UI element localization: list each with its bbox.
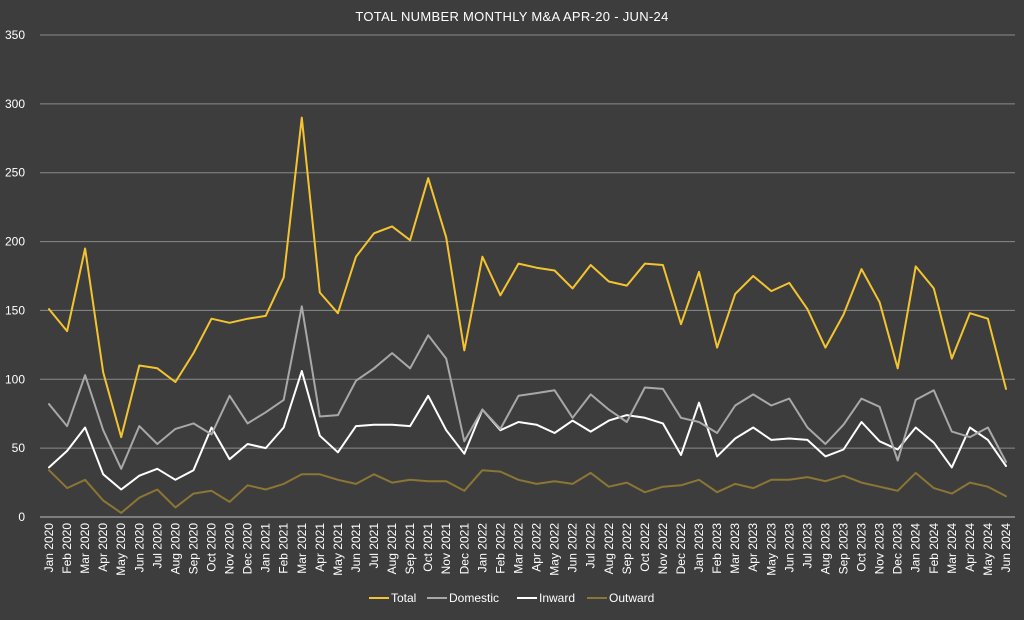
series-line-domestic: [48, 305, 1007, 470]
x-tick-label: May 2024: [981, 523, 995, 576]
x-tick-label: Jun 2023: [782, 523, 796, 573]
x-tick-label: Aug 2023: [818, 523, 832, 575]
x-tick-label: Oct 2020: [205, 523, 219, 572]
x-tick-label: Jun 2022: [566, 523, 580, 573]
x-tick-label: Sep 2023: [836, 523, 850, 575]
x-tick-label: Jan 2021: [259, 523, 273, 573]
x-tick-label: Jul 2021: [367, 523, 381, 569]
x-tick-label: Apr 2024: [963, 523, 977, 572]
x-tick-label: Jul 2022: [584, 523, 598, 569]
x-tick-label: Jul 2020: [150, 523, 164, 569]
x-tick-label: May 2020: [114, 523, 128, 576]
y-axis-ticks: 0 50 100 150 200 250 300 350: [5, 28, 25, 524]
x-tick-label: Oct 2023: [855, 523, 869, 572]
x-tick-label: Dec 2023: [891, 523, 905, 575]
x-tick-label: Dec 2021: [457, 523, 471, 575]
y-tick-label: 250: [5, 166, 25, 180]
x-tick-label: May 2021: [331, 523, 345, 576]
x-tick-label: Feb 2020: [60, 523, 74, 574]
x-tick-label: Oct 2022: [638, 523, 652, 572]
y-tick-label: 350: [5, 28, 25, 42]
series-line-total: [48, 116, 1007, 439]
series-line-inward: [48, 370, 1007, 491]
x-tick-label: Feb 2023: [710, 523, 724, 574]
x-tick-label: Mar 2023: [728, 523, 742, 574]
x-tick-label: Mar 2022: [511, 523, 525, 574]
x-tick-label: Mar 2024: [945, 523, 959, 574]
y-tick-label: 50: [12, 441, 26, 455]
y-tick-label: 0: [18, 510, 25, 524]
x-tick-label: Aug 2021: [385, 523, 399, 575]
x-tick-label: Sep 2022: [620, 523, 634, 575]
x-tick-label: Dec 2020: [241, 523, 255, 575]
legend: Total Domestic Inward Outward: [369, 591, 654, 605]
x-tick-label: Dec 2022: [674, 523, 688, 575]
x-tick-label: Nov 2022: [656, 523, 670, 575]
x-tick-label: Sep 2021: [403, 523, 417, 575]
legend-label-outward: Outward: [609, 591, 654, 605]
x-tick-label: Nov 2023: [873, 523, 887, 575]
x-tick-label: Jun 2024: [999, 523, 1013, 573]
x-tick-label: Sep 2020: [186, 523, 200, 575]
x-tick-label: Mar 2020: [78, 523, 92, 574]
y-tick-label: 300: [5, 97, 25, 111]
x-tick-label: Jan 2023: [692, 523, 706, 573]
x-tick-label: Aug 2022: [602, 523, 616, 575]
x-tick-label: Apr 2023: [746, 523, 760, 572]
x-tick-label: Feb 2022: [493, 523, 507, 574]
x-tick-label: Apr 2021: [313, 523, 327, 572]
x-tick-label: Feb 2021: [277, 523, 291, 574]
x-tick-label: Oct 2021: [421, 523, 435, 572]
y-tick-label: 100: [5, 372, 25, 386]
x-tick-label: Jun 2020: [132, 523, 146, 573]
chart-title: TOTAL NUMBER MONTHLY M&A APR-20 - JUN-24: [355, 9, 668, 24]
x-tick-label: Nov 2020: [223, 523, 237, 575]
x-tick-label: May 2023: [764, 523, 778, 576]
x-tick-label: Aug 2020: [168, 523, 182, 575]
x-tick-label: Jan 2024: [909, 523, 923, 573]
series-lines: [48, 116, 1007, 514]
y-tick-label: 150: [5, 303, 25, 317]
x-tick-label: Jan 2020: [42, 523, 56, 573]
x-tick-label: Jan 2022: [475, 523, 489, 573]
x-tick-label: Jul 2023: [800, 523, 814, 569]
x-tick-label: Apr 2020: [96, 523, 110, 572]
y-tick-label: 200: [5, 235, 25, 249]
legend-label-domestic: Domestic: [449, 591, 499, 605]
x-tick-label: Mar 2021: [295, 523, 309, 574]
x-tick-label: Apr 2022: [530, 523, 544, 572]
x-tick-label: Feb 2024: [927, 523, 941, 574]
x-axis-ticks: Jan 2020 Feb 2020 Mar 2020 Apr 2020 May 2020…: [42, 523, 1013, 576]
legend-label-inward: Inward: [539, 591, 575, 605]
legend-label-total: Total: [391, 591, 416, 605]
x-tick-label: May 2022: [548, 523, 562, 576]
x-tick-label: Nov 2021: [439, 523, 453, 575]
series-line-outward: [48, 469, 1007, 514]
x-tick-label: Jun 2021: [349, 523, 363, 573]
